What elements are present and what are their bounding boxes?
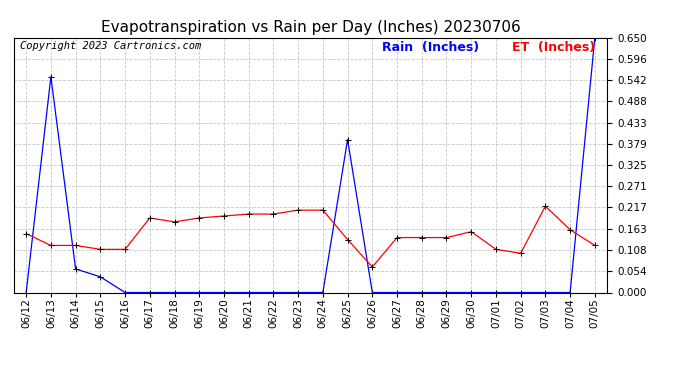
Text: Rain  (Inches): Rain (Inches) — [382, 41, 479, 54]
Text: Copyright 2023 Cartronics.com: Copyright 2023 Cartronics.com — [20, 41, 201, 51]
Title: Evapotranspiration vs Rain per Day (Inches) 20230706: Evapotranspiration vs Rain per Day (Inch… — [101, 20, 520, 35]
Text: ET  (Inches): ET (Inches) — [512, 41, 595, 54]
